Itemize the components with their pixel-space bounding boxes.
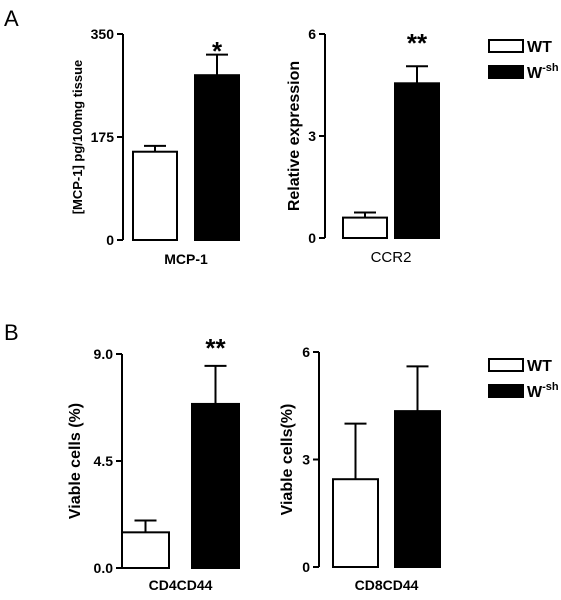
bar-wt <box>121 531 170 569</box>
y-axis-label: Relative expression <box>286 61 303 211</box>
y-tick-label: 350 <box>91 26 115 42</box>
legend-label-wt: WT <box>527 39 552 56</box>
legend-swatch-wsh <box>488 65 524 79</box>
y-tick-label: 0 <box>308 230 316 246</box>
panel-label-b: B <box>4 320 19 345</box>
y-tick-label: 9.0 <box>94 346 114 362</box>
y-tick-label: 0 <box>106 232 114 248</box>
y-tick-label: 0 <box>302 559 310 575</box>
y-tick-label: 6 <box>308 26 316 42</box>
legend-b: WT W-sh <box>488 358 559 401</box>
legend-label-wt: WT <box>527 358 552 375</box>
bar-wt <box>342 216 388 240</box>
significance-marker: ** <box>407 28 428 58</box>
y-axis-label: Viable cells(%) <box>279 404 296 516</box>
x-axis-label: CCR2 <box>371 249 412 266</box>
bar-wsh <box>394 410 441 568</box>
chart-cd8cd44: 0 3 6 Viable cells(%) CD8CD44 <box>279 344 441 593</box>
x-axis-label: CD4CD44 <box>149 577 213 593</box>
chart-ccr2: 0 3 6 Relative expression CCR2 ** <box>286 26 440 266</box>
legend-a: WT W-sh <box>488 39 559 82</box>
legend-label-wsh: W-sh <box>527 381 559 401</box>
legend-label-wsh: W-sh <box>527 62 559 82</box>
significance-marker: ** <box>205 333 226 363</box>
panel-label-a: A <box>4 6 19 31</box>
y-tick-label: 0.0 <box>94 560 114 576</box>
bar-wsh <box>194 74 240 241</box>
legend-swatch-wt <box>488 39 524 53</box>
bar-wt <box>332 478 379 569</box>
chart-mcp1: 0 175 350 [MCP-1] pg/100mg tissue MCP-1 * <box>70 26 240 267</box>
y-tick-label: 6 <box>302 344 310 360</box>
x-axis-label: MCP-1 <box>164 251 208 267</box>
bar-wsh <box>394 82 440 239</box>
y-tick-label: 3 <box>302 452 310 468</box>
significance-marker: * <box>212 36 223 66</box>
x-axis-label: CD8CD44 <box>355 577 419 593</box>
y-tick-label: 175 <box>91 129 115 145</box>
y-axis-label: [MCP-1] pg/100mg tissue <box>70 60 85 215</box>
bar-wt <box>132 150 178 241</box>
y-tick-label: 4.5 <box>94 453 114 469</box>
y-tick-label: 3 <box>308 128 316 144</box>
bar-wsh <box>191 402 240 569</box>
y-axis-label: Viable cells (%) <box>67 403 84 519</box>
legend-swatch-wsh <box>488 384 524 398</box>
chart-cd4cd44: 0.0 4.5 9.0 Viable cells (%) CD4CD44 ** <box>67 333 240 593</box>
legend-swatch-wt <box>488 358 524 372</box>
